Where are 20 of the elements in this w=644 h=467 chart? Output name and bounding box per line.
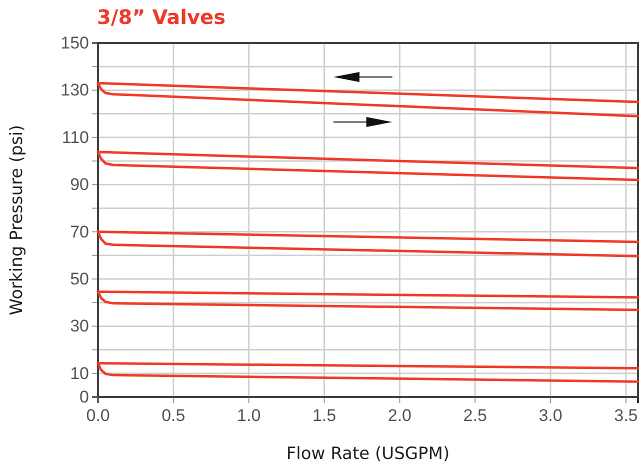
x-tick-label: 0.5 <box>162 406 186 426</box>
x-tick-label: 1.5 <box>312 406 336 426</box>
y-tick-label: 50 <box>70 269 89 288</box>
x-tick-label: 3.5 <box>614 406 638 426</box>
x-axis-title: Flow Rate (USGPM) <box>286 444 450 464</box>
x-tick-label: 2.5 <box>463 406 487 426</box>
y-tick-label: 0 <box>80 387 89 406</box>
y-tick-label: 30 <box>70 316 89 336</box>
x-tick-label: 0.0 <box>86 406 110 426</box>
x-tick-label: 2.0 <box>388 406 412 426</box>
y-tick-label: 150 <box>60 33 89 52</box>
y-axis-title: Working Pressure (psi) <box>7 124 27 316</box>
y-tick-label: 110 <box>62 128 89 147</box>
y-tick-label: 10 <box>70 364 89 383</box>
x-tick-label: 3.0 <box>538 406 562 426</box>
chart-title: 3/8” Valves <box>97 5 226 29</box>
x-tick-label: 1.0 <box>237 406 261 426</box>
y-tick-label: 90 <box>70 175 89 194</box>
y-tick-label: 130 <box>60 80 89 100</box>
y-tick-label: 70 <box>70 222 89 242</box>
